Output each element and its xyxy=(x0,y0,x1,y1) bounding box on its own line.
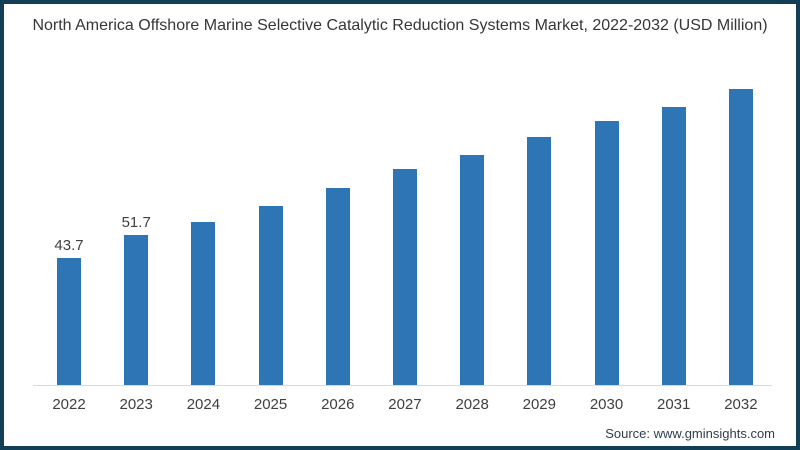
plot-area: 43.7 51.7 2022 2023 2024 2025 2026 2027 2028 202… xyxy=(33,65,772,413)
bar-group-2032 xyxy=(728,89,753,385)
bars-container: 43.7 51.7 xyxy=(33,65,772,385)
chart-title: North America Offshore Marine Selective … xyxy=(32,17,768,34)
bar-2026 xyxy=(325,188,350,385)
bar-2023 xyxy=(124,235,149,385)
bar-value-2023: 51.7 xyxy=(121,214,151,231)
bar-group-2031 xyxy=(661,107,686,385)
bar-group-2029 xyxy=(527,137,552,385)
bar-group-2024 xyxy=(191,222,216,385)
x-tick-2023: 2023 xyxy=(119,396,153,413)
bar-group-2022: 43.7 xyxy=(54,237,84,385)
bar-2031 xyxy=(661,107,686,385)
bar-2024 xyxy=(191,222,216,385)
x-tick-2030: 2030 xyxy=(589,396,624,413)
x-tick-2031: 2031 xyxy=(657,396,691,413)
bar-group-2026 xyxy=(325,188,350,385)
bar-group-2027 xyxy=(392,169,417,385)
x-tick-2027: 2027 xyxy=(388,396,422,413)
bar-group-2025 xyxy=(258,206,283,385)
x-tick-2029: 2029 xyxy=(522,396,556,413)
x-axis-line xyxy=(33,385,772,386)
bar-2029 xyxy=(527,137,552,385)
x-axis-labels: 2022 2023 2024 2025 2026 2027 2028 2029 2030 2031… xyxy=(33,396,772,413)
bar-group-2028 xyxy=(460,155,485,385)
source-text: Source: www.gminsights.com xyxy=(605,426,775,441)
bar-group-2030 xyxy=(594,121,619,385)
x-tick-2028: 2028 xyxy=(455,396,489,413)
x-tick-2024: 2024 xyxy=(186,396,221,413)
bar-value-2022: 43.7 xyxy=(54,237,84,254)
bar-2032 xyxy=(728,89,753,385)
bar-2030 xyxy=(594,121,619,385)
x-tick-2025: 2025 xyxy=(253,396,288,413)
bar-2027 xyxy=(392,169,417,385)
bar-2022 xyxy=(57,258,81,385)
bar-group-2023: 51.7 xyxy=(122,214,151,385)
bar-2025 xyxy=(258,206,283,385)
x-tick-2026: 2026 xyxy=(321,396,355,413)
x-tick-2022: 2022 xyxy=(52,396,86,413)
x-tick-2032: 2032 xyxy=(724,396,758,413)
bar-2028 xyxy=(460,155,485,385)
